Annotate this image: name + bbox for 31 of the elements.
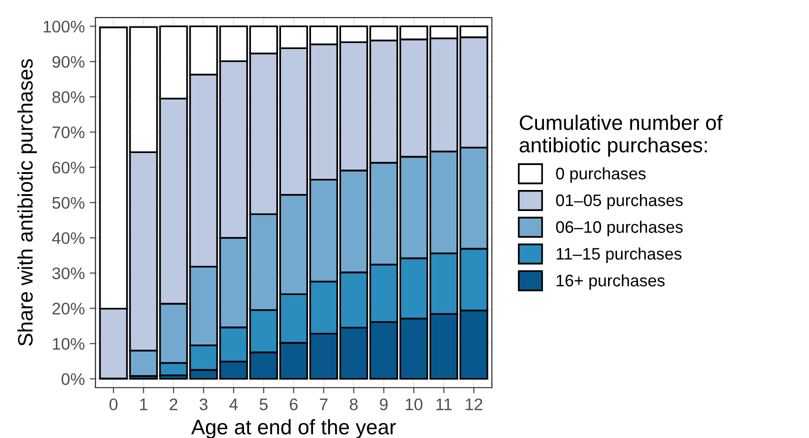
- y-axis-title: Share with antibiotic purchases: [17, 59, 37, 346]
- x-tick-label: 0: [110, 398, 118, 410]
- x-tick-label: 4: [229, 398, 238, 410]
- legend-label: 11–15 purchases: [556, 247, 682, 264]
- y-tick-label: 10%: [52, 338, 84, 350]
- x-tick-label: 1: [140, 398, 148, 410]
- x-tick-label: 11: [436, 398, 452, 410]
- x-tick-label: 3: [200, 398, 208, 410]
- x-tick-label: 10: [406, 398, 422, 410]
- x-tick-label: 12: [466, 398, 482, 410]
- x-tick-label: 6: [290, 398, 298, 410]
- y-tick-label: 70%: [52, 126, 84, 138]
- y-tick-label: 30%: [52, 267, 84, 280]
- y-tick-label: 60%: [52, 162, 84, 174]
- x-tick-label: 9: [380, 398, 388, 410]
- legend-title: Cumulative number of antibiotic purchases:: [520, 114, 723, 157]
- x-tick-label: 7: [320, 398, 328, 410]
- y-tick-label: 0%: [62, 373, 84, 386]
- legend-label: 0 purchases: [556, 167, 646, 183]
- y-tick-label: 100%: [44, 20, 84, 33]
- y-tick-label: 80%: [52, 91, 84, 104]
- y-tick-label: 20%: [52, 302, 84, 315]
- y-tick-label: 90%: [52, 56, 84, 68]
- legend-label: 01–05 purchases: [556, 194, 683, 210]
- x-tick-label: 5: [260, 398, 268, 410]
- x-tick-label: 2: [170, 398, 178, 410]
- x-tick-label: 8: [350, 398, 358, 410]
- y-tick-label: 40%: [52, 232, 84, 244]
- legend-label: 06–10 purchases: [556, 220, 683, 236]
- y-tick-label: 50%: [52, 196, 84, 209]
- legend-label: 16+ purchases: [556, 274, 665, 290]
